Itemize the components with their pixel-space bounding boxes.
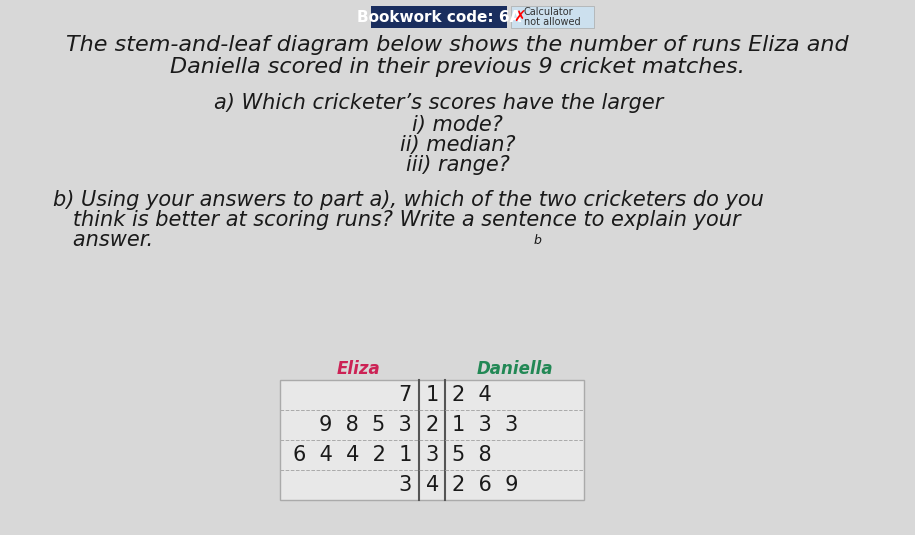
Text: 3: 3 [399,475,412,495]
Text: iii) range?: iii) range? [405,155,510,175]
Text: 9  8  5  3: 9 8 5 3 [319,415,412,435]
Text: ✗: ✗ [513,10,526,25]
Text: answer.: answer. [53,230,154,250]
Text: 4: 4 [425,475,439,495]
Text: think is better at scoring runs? Write a sentence to explain your: think is better at scoring runs? Write a… [53,210,741,230]
Text: Daniella scored in their previous 9 cricket matches.: Daniella scored in their previous 9 cric… [170,57,745,77]
Text: ii) median?: ii) median? [400,135,515,155]
Text: 1  3  3: 1 3 3 [452,415,519,435]
Text: Eliza: Eliza [337,360,381,378]
Text: 2  6  9: 2 6 9 [452,475,519,495]
Text: 3: 3 [425,445,439,465]
Text: Calculator: Calculator [523,7,574,17]
Text: b) Using your answers to part a), which of the two cricketers do you: b) Using your answers to part a), which … [53,190,764,210]
Text: 1: 1 [425,385,439,405]
Text: b: b [533,233,542,247]
Bar [281,380,584,500]
Text: 7: 7 [399,385,412,405]
FancyBboxPatch shape [371,6,507,28]
Text: 2  4: 2 4 [452,385,492,405]
Text: 6  4  4  2  1: 6 4 4 2 1 [293,445,412,465]
Text: Daniella: Daniella [477,360,554,378]
Text: 2: 2 [425,415,439,435]
Text: Bookwork code: 6A: Bookwork code: 6A [357,10,522,25]
Text: a) Which cricketer’s scores have the larger: a) Which cricketer’s scores have the lar… [214,93,663,113]
FancyBboxPatch shape [511,6,594,28]
Text: i) mode?: i) mode? [412,115,503,135]
Text: 5  8: 5 8 [452,445,492,465]
Text: The stem-and-leaf diagram below shows the number of runs Eliza and: The stem-and-leaf diagram below shows th… [66,35,849,55]
Text: not allowed: not allowed [523,17,580,27]
